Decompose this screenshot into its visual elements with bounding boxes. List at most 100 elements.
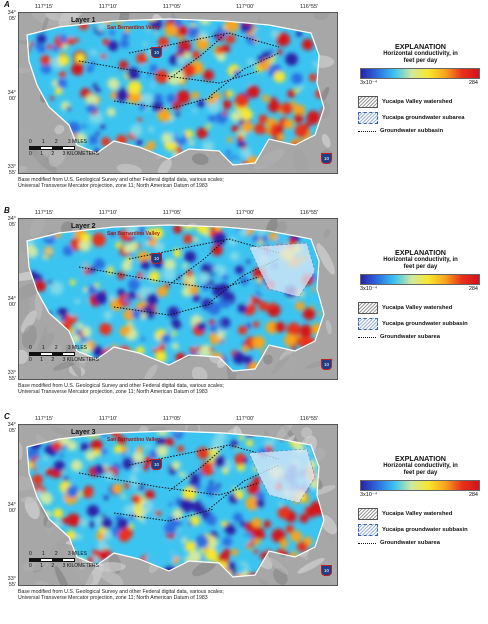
map-panel-c: C 117°15' 117°10' 117°05' 117°00' 116°55' 34° 0… (0, 412, 488, 618)
legend-subtitle-units: feet per day (403, 264, 438, 270)
legend-subtitle-units: feet per day (403, 58, 438, 64)
latitude-tick: 34° 00' (6, 502, 16, 514)
watershed-swatch (358, 302, 378, 314)
longitude-tick: 117°15' (35, 4, 54, 10)
latitude-degrees: 34° (7, 216, 16, 222)
ramp-min-label: 3x10⁻⁴ (360, 80, 378, 86)
latitude-tick: 34° 00' (6, 296, 16, 308)
ramp-max-label: 284 (468, 286, 478, 292)
scale-miles: 0 1 2 3 MILES (29, 551, 87, 557)
interstate-shield-icon: 10 (321, 565, 332, 576)
subarea-line-swatch (358, 336, 376, 338)
longitude-tick: 117°05' (163, 210, 182, 216)
scale-km-label: 0 (29, 563, 32, 569)
latitude-minutes: 05' (8, 16, 16, 22)
scale-mile-label: 1 (41, 139, 45, 145)
latitude-tick: 34° 05' (6, 422, 16, 434)
color-ramp (360, 274, 480, 285)
latitude-minutes: 00' (8, 96, 16, 102)
legend-item: Groundwater subarea (358, 334, 483, 340)
base-credit: Base modified from U.S. Geological Surve… (18, 589, 224, 602)
legend-item-label: Yucaipa groundwater subbasin (382, 527, 468, 533)
ramp-labels: 3x10⁻⁴ 284 (360, 492, 480, 500)
scale-km-label: 0 (29, 151, 32, 157)
legend-item: Yucaipa Valley watershed (358, 96, 483, 108)
ramp-min-label: 3x10⁻⁴ (360, 286, 378, 292)
latitude-minutes: 05' (8, 428, 16, 434)
place-label: San Bernardino Valley (107, 25, 160, 31)
place-label: San Bernardino Valley (107, 437, 160, 443)
latitude-minutes: 55' (8, 170, 16, 176)
credit-line: Universal Transverse Mercator projection… (18, 389, 208, 396)
scale-mile-label: 1 (41, 345, 45, 351)
latitude-degrees: 34° (7, 422, 16, 428)
legend-item-label: Yucaipa Valley watershed (382, 99, 453, 105)
longitude-tick: 116°55' (300, 416, 319, 422)
scale-graphic (29, 352, 75, 356)
legend-item-label: Groundwater subbasin (380, 128, 444, 134)
latitude-tick: 34° 00' (6, 90, 16, 102)
legend-subtitle: Horizontal conductivity, in (383, 51, 458, 57)
scale-km-label: 1 (40, 563, 43, 569)
scale-mile-label: 0 (29, 139, 32, 145)
subarea-boundary (78, 266, 260, 290)
base-credit: Base modified from U.S. Geological Surve… (18, 383, 224, 396)
longitude-tick: 117°10' (99, 416, 118, 422)
scale-km: 0 1 2 3 KILOMETERS (29, 357, 99, 363)
latitude-degrees: 34° (7, 296, 16, 302)
watershed-swatch (358, 96, 378, 108)
watershed-boundary (26, 224, 325, 372)
legend-item-label: Yucaipa groundwater subbasin (382, 321, 468, 327)
interstate-shield-icon: 10 (151, 459, 162, 470)
scale-km-label: 3 KILOMETERS (62, 357, 99, 363)
subarea-boundary (113, 508, 215, 522)
interstate-shield-icon: 10 (151, 253, 162, 264)
legend-title: EXPLANATION (395, 42, 446, 51)
subarea-boundary (113, 302, 215, 316)
legend-item: Yucaipa Valley watershed (358, 302, 483, 314)
latitude-degrees: 34° (7, 502, 16, 508)
legend-title: EXPLANATION (395, 454, 446, 463)
scale-km-label: 2 (51, 151, 55, 157)
conductivity-map: Layer 1 San Bernardino Valley 10 10 0 1 2 3 MIL… (18, 12, 338, 174)
credit-line: Universal Transverse Mercator projection… (18, 183, 208, 190)
longitude-tick: 116°55' (300, 4, 319, 10)
watershed-swatch (358, 508, 378, 520)
subarea-line-swatch (358, 130, 376, 132)
legend-subtitle: Horizontal conductivity, in (383, 257, 458, 263)
layer-title: Layer 2 (71, 223, 96, 230)
scale-km-label: 2 (51, 563, 55, 569)
latitude-tick: 33° 55' (6, 164, 16, 176)
legend-subtitle-units: feet per day (403, 470, 438, 476)
panel-letter: A (4, 0, 10, 9)
latitude-minutes: 00' (8, 508, 16, 514)
legend-item-label: Yucaipa Valley watershed (382, 511, 453, 517)
legend-title: EXPLANATION (395, 248, 446, 257)
color-ramp (360, 68, 480, 79)
latitude-minutes: 05' (8, 222, 16, 228)
scale-mile-label: 3 MILES (67, 345, 87, 351)
panel-letter: B (4, 206, 10, 215)
longitude-tick: 117°10' (99, 210, 118, 216)
latitude-degrees: 33° (7, 164, 16, 170)
ramp-min-label: 3x10⁻⁴ (360, 492, 378, 498)
legend: EXPLANATION Horizontal conductivity, in fe… (358, 454, 483, 546)
longitude-tick: 117°00' (236, 210, 255, 216)
scale-graphic (29, 558, 75, 562)
legend-item: Yucaipa Valley watershed (358, 508, 483, 520)
credit-line: Base modified from U.S. Geological Surve… (18, 383, 224, 389)
scale-miles: 0 1 2 3 MILES (29, 345, 87, 351)
ramp-labels: 3x10⁻⁴ 284 (360, 286, 480, 294)
ramp-labels: 3x10⁻⁴ 284 (360, 80, 480, 88)
legend-item-label: Groundwater subarea (380, 540, 440, 546)
scale-mile-label: 3 MILES (67, 139, 87, 145)
longitude-tick: 117°05' (163, 416, 182, 422)
subbasin-swatch (358, 524, 378, 536)
scale-mile-label: 1 (41, 551, 45, 557)
scale-mile-label: 3 MILES (67, 551, 87, 557)
legend: EXPLANATION Horizontal conductivity, in fe… (358, 248, 483, 340)
credit-line: Base modified from U.S. Geological Surve… (18, 589, 224, 595)
panel-letter: C (4, 412, 10, 421)
